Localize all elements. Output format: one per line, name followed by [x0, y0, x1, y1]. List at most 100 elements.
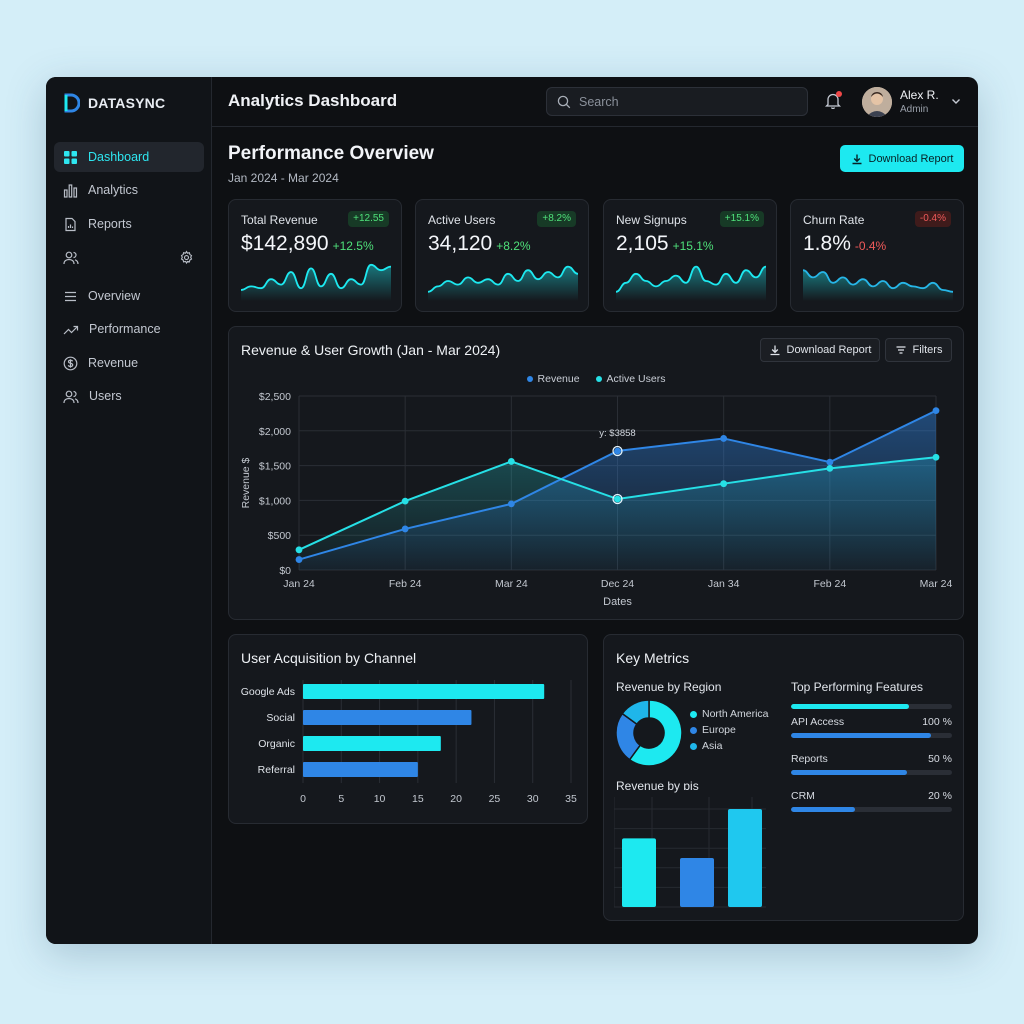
feature-item: [791, 699, 952, 709]
status-badge: +15.1%: [719, 211, 764, 227]
user-role: Admin: [900, 104, 929, 115]
search-input[interactable]: [579, 94, 779, 109]
data-point: [826, 464, 834, 472]
avatar[interactable]: [862, 87, 892, 117]
sidebar-item-label: Dashboard: [88, 150, 150, 164]
chart-legend: Revenue Active Users: [229, 373, 963, 385]
data-point: [614, 495, 621, 503]
category-label: Referral: [258, 764, 295, 776]
legend-item: Revenue: [526, 373, 580, 385]
category-label: Google Ads: [241, 686, 295, 698]
sparkline: [616, 265, 766, 301]
sidebar-item-overview[interactable]: Overview: [54, 281, 204, 311]
y-tick-label: $2,000: [259, 426, 291, 438]
tooltip-label: y: $3858: [599, 428, 635, 439]
document-icon: [65, 217, 76, 231]
feature-item: CRM 20 %: [791, 790, 952, 812]
app-window: DATASYNC Dashboard Analytics Reports Ove…: [46, 77, 978, 944]
pie-slice: [628, 699, 683, 767]
data-point: [507, 500, 515, 508]
brand[interactable]: DATASYNC: [62, 91, 165, 115]
x-tick-label: 35: [565, 793, 577, 805]
highlight-point: [612, 493, 623, 505]
progress-fill: [791, 704, 909, 709]
stat-label: Active Users: [428, 213, 496, 227]
sparkline-area: [241, 264, 391, 301]
sidebar-item-revenue[interactable]: Revenue: [54, 348, 204, 378]
sparkline: [428, 265, 578, 301]
notifications-button[interactable]: [824, 91, 842, 114]
x-tick-label: Feb 24: [813, 578, 846, 590]
download-report-button[interactable]: Download Report: [840, 145, 964, 172]
stat-label: Churn Rate: [803, 213, 865, 227]
sidebar-item-team[interactable]: [54, 242, 204, 272]
data-point: [401, 497, 409, 505]
sparkline: [241, 263, 391, 301]
sparkline-line: [616, 265, 766, 293]
stat-label: New Signups: [616, 213, 687, 227]
bar-chart-icon: [63, 183, 78, 198]
x-tick-label: 10: [374, 793, 386, 805]
filters-button[interactable]: Filters: [885, 338, 952, 362]
data-point: [295, 556, 303, 563]
sidebar-item-label: Reports: [88, 217, 132, 231]
main-content: Performance Overview Jan 2024 - Mar 2024…: [212, 127, 978, 944]
download-icon: [770, 345, 779, 356]
stat-card-churn-rate[interactable]: Churn Rate -0.4% 1.8% -0.4%: [790, 199, 964, 312]
pie-legend-item: Asia: [690, 740, 722, 752]
sidebar-item-dashboard[interactable]: Dashboard: [54, 142, 204, 172]
x-tick-label: Mar 24: [495, 578, 528, 590]
sidebar-item-label: Users: [89, 389, 122, 403]
stat-card-revenue[interactable]: Total Revenue +12.55 $142,890 +12.5%: [228, 199, 402, 312]
chevron-down-icon[interactable]: [950, 95, 962, 107]
y-tick-label: $1,000: [259, 495, 291, 507]
progress-fill: [791, 733, 932, 738]
sparkline-line: [803, 269, 953, 293]
data-point: [720, 435, 728, 442]
stat-delta: +8.2%: [496, 239, 531, 253]
search-box[interactable]: [546, 87, 808, 116]
pie-legend-item: Europe: [690, 724, 736, 736]
user-name[interactable]: Alex R.: [900, 88, 939, 102]
growth-chart-card: Revenue & User Growth (Jan - Mar 2024) D…: [228, 326, 964, 620]
status-badge: +12.55: [348, 211, 389, 227]
section-title: Performance Overview: [228, 143, 434, 164]
highlight-point: [612, 445, 623, 457]
stat-card-active-users[interactable]: Active Users +8.2% 34,120 +8.2%: [415, 199, 589, 312]
x-tick-label: Dec 24: [601, 578, 634, 590]
feature-label: Reports: [791, 753, 828, 765]
sidebar-item-reports[interactable]: Reports: [54, 209, 204, 239]
sparkline-line: [241, 263, 391, 291]
sidebar-item-analytics[interactable]: Analytics: [54, 175, 204, 205]
feature-pct: 20 %: [928, 790, 952, 802]
sidebar-item-users[interactable]: Users: [54, 381, 204, 411]
notification-badge: [836, 91, 842, 97]
bell-icon: [824, 93, 842, 110]
stat-value: 2,105 +15.1%: [616, 232, 714, 255]
stat-card-new-signups[interactable]: New Signups +15.1% 2,105 +15.1%: [603, 199, 777, 312]
data-point: [932, 407, 940, 415]
y-tick-label: $2,500: [259, 391, 291, 403]
x-tick-label: Mar 24: [920, 578, 953, 590]
sidebar-item-label: Revenue: [88, 356, 139, 370]
x-axis-label: Dates: [603, 596, 632, 608]
sidebar-item-performance[interactable]: Performance: [54, 314, 204, 344]
bar: [303, 736, 441, 751]
sidebar-item-label: Performance: [89, 322, 161, 336]
card-title: Key Metrics: [616, 650, 690, 666]
revenue-mini-bar-chart: [614, 797, 766, 908]
feature-pct: 100 %: [922, 716, 952, 728]
topbar: Analytics Dashboard Alex R. Admin: [212, 77, 978, 127]
download-report-button[interactable]: Download Report: [760, 338, 880, 362]
progress-fill: [791, 770, 907, 775]
category-label: Organic: [258, 738, 295, 750]
y-tick-label: $0: [279, 565, 291, 577]
data-point: [932, 453, 940, 461]
region-donut-chart: [615, 699, 683, 767]
pie-legend-item: North America: [690, 708, 769, 720]
button-label: Download Report: [868, 152, 954, 165]
gear-icon[interactable]: [179, 250, 194, 265]
x-tick-label: Jan 34: [708, 578, 740, 590]
x-tick-label: Jan 24: [283, 578, 315, 590]
y-tick-label: $1,500: [259, 461, 291, 473]
